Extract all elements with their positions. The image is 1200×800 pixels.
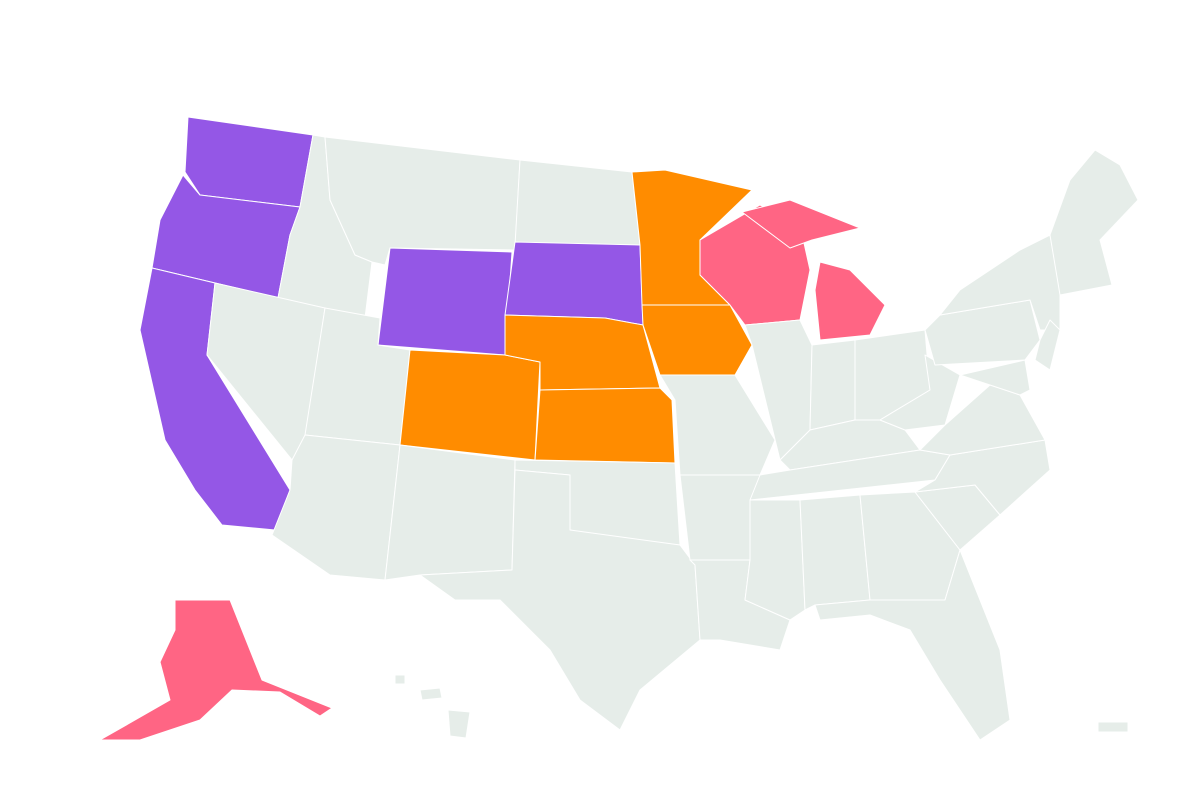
state-ar bbox=[679, 474, 761, 561]
state-md bbox=[959, 359, 1031, 396]
state-mi bbox=[741, 199, 861, 249]
state-pa bbox=[924, 299, 1041, 366]
state-fl bbox=[814, 549, 1011, 741]
state-tx bbox=[419, 469, 701, 731]
state-mi bbox=[814, 261, 886, 341]
state-ms bbox=[744, 499, 806, 621]
state-wa bbox=[184, 116, 314, 208]
state-wy bbox=[377, 247, 513, 356]
state-sd bbox=[504, 241, 644, 326]
state-nj bbox=[1034, 319, 1061, 371]
state-mo bbox=[659, 374, 776, 476]
state-in bbox=[809, 339, 856, 431]
states-layer bbox=[99, 116, 1139, 741]
state-al bbox=[799, 494, 871, 611]
state-hi2 bbox=[419, 687, 443, 701]
state-nm bbox=[384, 444, 516, 581]
state-ia bbox=[641, 304, 753, 376]
state-mt bbox=[324, 136, 521, 266]
state-hi1 bbox=[394, 674, 406, 685]
state-pr bbox=[1097, 721, 1129, 733]
state-ak bbox=[99, 599, 333, 741]
state-wv bbox=[879, 354, 961, 431]
state-nd bbox=[514, 159, 641, 246]
state-nen bbox=[1049, 149, 1139, 296]
state-hi3 bbox=[447, 709, 471, 739]
state-ks bbox=[534, 387, 676, 464]
state-co bbox=[399, 349, 541, 461]
